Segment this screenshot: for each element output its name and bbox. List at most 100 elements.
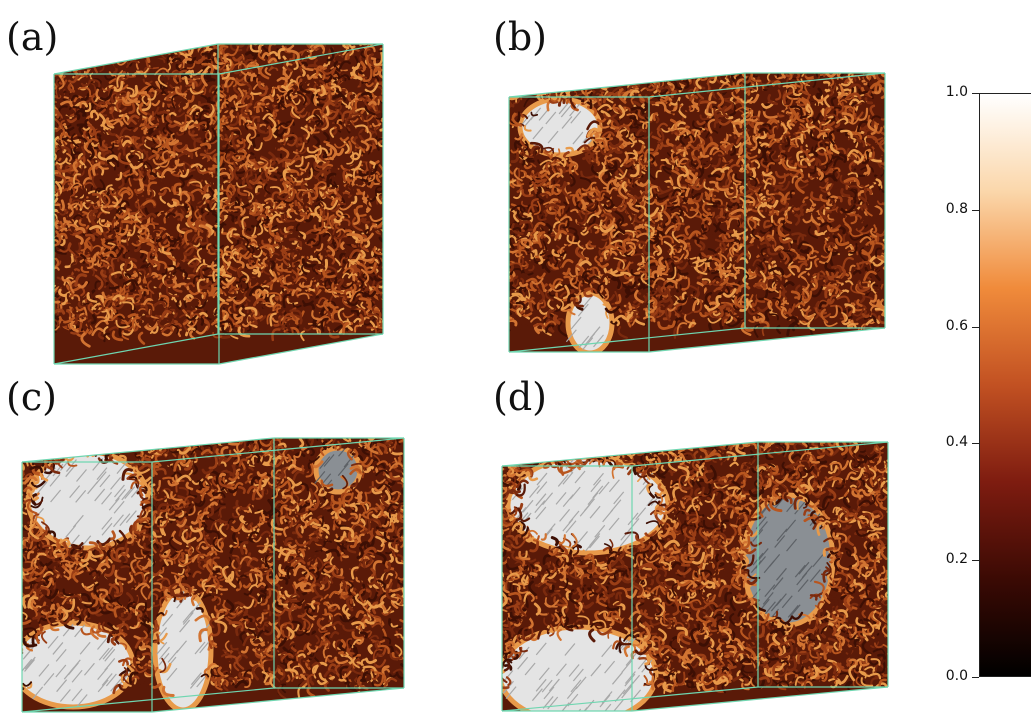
fibre — [98, 161, 109, 170]
fibre — [837, 61, 848, 68]
fibre — [119, 252, 129, 262]
fibre — [160, 168, 173, 179]
fibre — [214, 305, 224, 314]
fibre — [115, 226, 122, 235]
fibre — [247, 71, 256, 77]
fibre — [119, 287, 126, 296]
fibre — [40, 71, 50, 76]
fibre — [97, 213, 108, 227]
fibre — [321, 44, 332, 45]
fibre — [351, 175, 363, 186]
fibre — [535, 73, 547, 80]
fibre — [252, 115, 260, 129]
fibre — [837, 83, 845, 99]
fibre — [248, 175, 262, 185]
fibre — [224, 132, 234, 142]
fibre — [102, 297, 114, 306]
fibre — [239, 137, 246, 151]
fibre — [548, 73, 555, 76]
fibre — [336, 228, 346, 234]
fibre — [372, 66, 382, 77]
fibre — [680, 73, 689, 77]
fibre — [312, 318, 321, 329]
fibre — [322, 75, 333, 84]
fibre — [225, 99, 236, 110]
fibre — [50, 160, 53, 168]
fibre — [189, 106, 204, 116]
fibre — [308, 122, 317, 137]
fibre — [274, 144, 286, 155]
fibre — [90, 314, 97, 325]
fibre — [235, 280, 249, 288]
fibre — [789, 196, 804, 206]
fibre — [560, 73, 574, 78]
fibre — [72, 47, 81, 53]
fibre — [60, 49, 76, 57]
fibre — [184, 258, 197, 273]
fibre — [512, 78, 520, 91]
fibre — [359, 113, 376, 122]
fibre — [226, 37, 233, 40]
fibre — [87, 253, 97, 263]
fibre — [328, 94, 342, 103]
fibre — [296, 146, 309, 155]
fibre — [142, 297, 154, 306]
fibre — [150, 59, 164, 69]
fibre — [268, 188, 279, 201]
fibre — [146, 60, 154, 77]
fibre — [559, 79, 574, 90]
fibre — [294, 78, 303, 86]
fibre — [349, 152, 360, 158]
fibre — [379, 117, 383, 132]
fibre — [201, 211, 209, 226]
fibre — [129, 51, 142, 60]
fibre — [254, 288, 262, 300]
fibre — [291, 269, 299, 282]
aligned-fibre — [545, 111, 557, 125]
fibre — [603, 78, 619, 85]
fibre — [67, 57, 76, 65]
fibre — [212, 119, 218, 130]
fibre — [54, 164, 63, 175]
fibre — [110, 30, 116, 41]
fibre — [113, 32, 118, 42]
fibre — [229, 44, 243, 52]
fibre — [39, 126, 42, 132]
fibre — [79, 100, 86, 109]
fibre — [519, 73, 529, 84]
fibre — [339, 276, 348, 287]
fibre — [378, 164, 383, 178]
fibre — [320, 317, 329, 332]
fibre — [864, 173, 874, 185]
fibre — [177, 114, 187, 127]
fibre — [186, 234, 193, 243]
fibre — [655, 50, 665, 59]
fibre — [155, 314, 162, 323]
fibre — [296, 34, 305, 41]
fibre — [64, 44, 71, 48]
fibre — [144, 85, 159, 93]
fibre — [653, 73, 663, 76]
fibre — [252, 202, 263, 212]
fibre — [151, 230, 160, 238]
fibre — [771, 281, 779, 294]
fibre — [108, 68, 125, 77]
fibre — [141, 131, 149, 137]
fibre — [283, 213, 296, 222]
fibre — [38, 85, 50, 91]
fibre — [316, 251, 323, 263]
fibre — [307, 55, 317, 60]
fibre — [63, 276, 74, 286]
fibre — [517, 73, 528, 80]
fibre — [253, 105, 264, 112]
fibre — [140, 288, 150, 295]
fibre — [231, 134, 239, 151]
fibre — [837, 96, 843, 106]
fibre — [652, 48, 655, 57]
fibre — [54, 330, 57, 339]
fibre — [117, 292, 129, 303]
fibre — [825, 183, 833, 196]
fibre — [80, 80, 92, 87]
fibre — [362, 278, 370, 292]
fibre — [99, 179, 106, 192]
